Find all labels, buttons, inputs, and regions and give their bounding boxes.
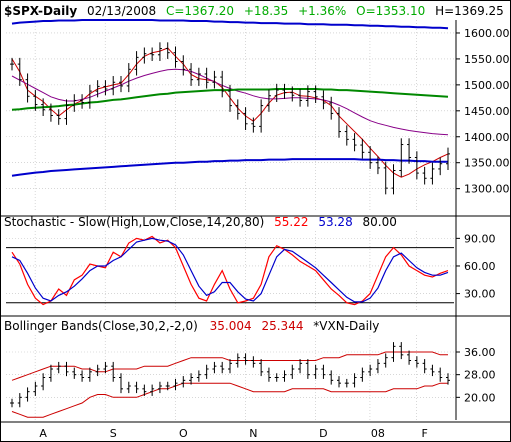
bb-upper-value: 35.004 [210, 319, 252, 333]
stoch-label: Stochastic - Slow(High,Low,Close,14,20,8… [4, 215, 264, 229]
month-label: N [249, 427, 257, 440]
stoch-d-line [11, 237, 449, 303]
y-tick-label: 1450.00 [464, 105, 510, 118]
month-label: D [319, 427, 327, 440]
bb-header: Bollinger Bands(Close,30,2,-2,0) 35.004 … [4, 319, 379, 333]
stoch-upper-value: 80.00 [363, 215, 397, 229]
symbol-label: $SPX-Daily [4, 4, 77, 18]
month-label: A [39, 427, 47, 440]
price-header: $SPX-Daily 02/13/2008 C=1367.20 +18.35 +… [4, 4, 504, 18]
y-tick-label: 1300.00 [464, 183, 510, 196]
high-label: H=1369.25 [435, 4, 504, 18]
stoch-k-value: 55.22 [274, 215, 308, 229]
plot-layer [6, 19, 454, 418]
y-tick-label: 1500.00 [464, 79, 510, 92]
y-tick-label: 90.00 [464, 232, 496, 245]
month-label: O [179, 427, 188, 440]
channel-upper-line [11, 19, 449, 30]
month-label: F [421, 427, 427, 440]
y-tick-label: 30.00 [464, 288, 496, 301]
close-label: C=1367.20 [166, 4, 234, 18]
pct-label: +1.36% [298, 4, 346, 18]
y-tick-label: 1600.00 [464, 27, 510, 40]
bb-lower-line [11, 382, 448, 418]
y-tick-label: 36.00 [464, 346, 496, 359]
y-tick-label: 1400.00 [464, 131, 510, 144]
channel-lower-line [11, 158, 448, 177]
bb-lower-value: 25.344 [261, 319, 303, 333]
bb-label: Bollinger Bands(Close,30,2,-2,0) [4, 319, 198, 333]
month-label: S [110, 427, 117, 440]
stoch-k-line [11, 235, 449, 306]
date-label: 02/13/2008 [87, 4, 156, 18]
month-label: 08 [371, 427, 385, 440]
change-label: +18.35 [244, 4, 288, 18]
bb-overlay-label: *VXN-Daily [313, 319, 379, 333]
open-label: O=1353.10 [356, 4, 425, 18]
y-tick-label: 1350.00 [464, 157, 510, 170]
axis-layer: A S O N D 08 F 1300.00 1350.00 1400.00 1450.00 1500… [0, 20, 511, 440]
stoch-header: Stochastic - Slow(High,Low,Close,14,20,8… [4, 215, 397, 229]
y-tick-label: 28.00 [464, 369, 496, 382]
stoch-d-value: 53.28 [318, 215, 352, 229]
y-tick-label: 60.00 [464, 260, 496, 273]
y-tick-label: 1550.00 [464, 53, 510, 66]
y-tick-label: 20.00 [464, 391, 496, 404]
